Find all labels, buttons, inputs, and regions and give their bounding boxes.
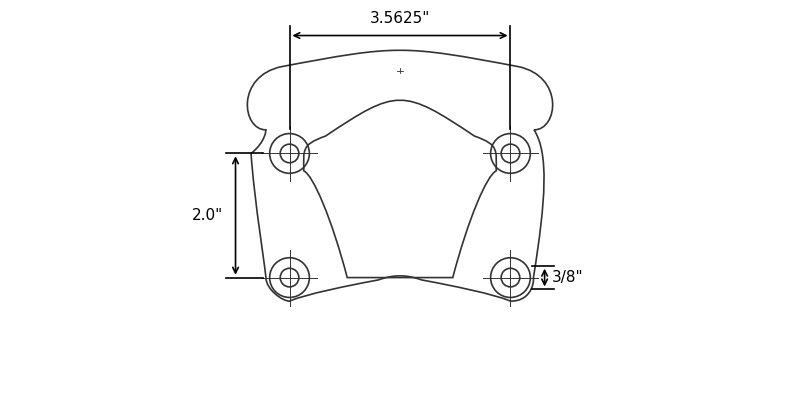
- Text: 2.0": 2.0": [192, 208, 223, 223]
- Text: 3/8": 3/8": [552, 270, 584, 285]
- Text: 3.5625": 3.5625": [370, 11, 430, 26]
